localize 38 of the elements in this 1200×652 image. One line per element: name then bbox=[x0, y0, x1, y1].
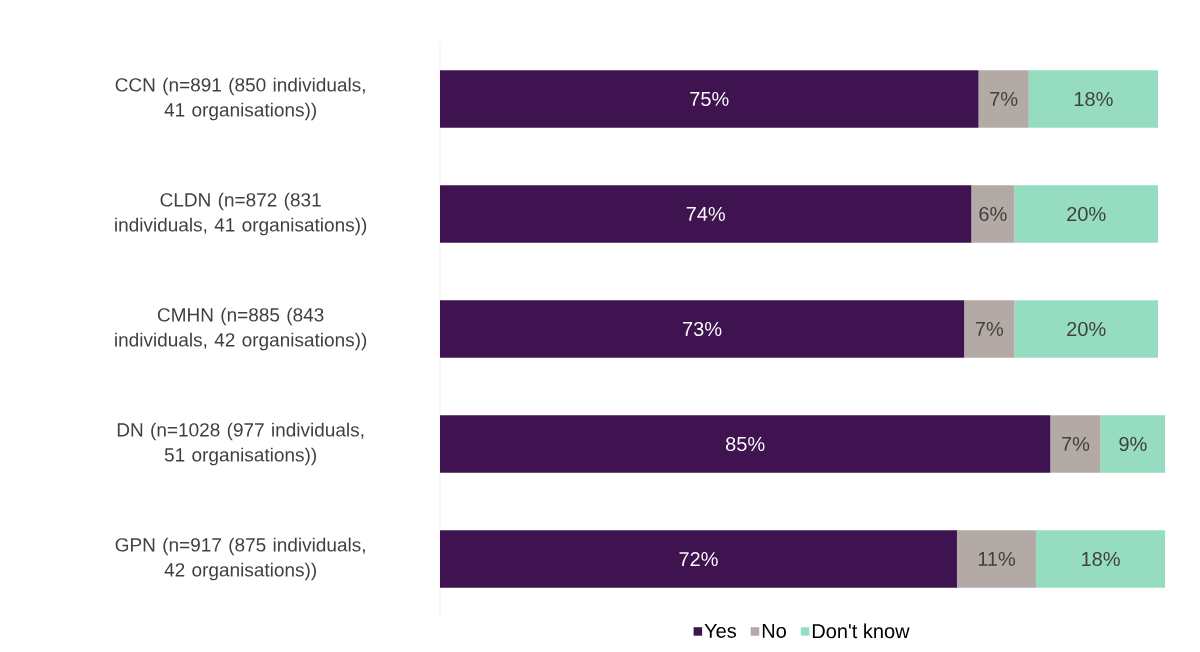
bar bbox=[440, 300, 965, 358]
data-label: 18% bbox=[1074, 91, 1113, 107]
y-tick-label: CMHN (n=885 (843 individuals, 42 organisations)) bbox=[115, 307, 367, 351]
data-label: 85% bbox=[726, 436, 765, 452]
data-label: 11% bbox=[978, 552, 1016, 566]
bar bbox=[956, 530, 1036, 588]
data-label: 6% bbox=[979, 206, 1007, 222]
bar bbox=[440, 415, 1051, 473]
y-tick-label: CLDN (n=872 (831 individuals, 41 organisations)) bbox=[115, 192, 367, 236]
data-label: 7% bbox=[975, 322, 1004, 336]
data-label: 72% bbox=[679, 551, 718, 567]
bar bbox=[1035, 530, 1166, 588]
data-label: 20% bbox=[1067, 206, 1106, 222]
bar bbox=[1014, 185, 1159, 243]
bar bbox=[440, 530, 957, 588]
data-label: 73% bbox=[683, 321, 722, 337]
data-label: 18% bbox=[1082, 551, 1120, 567]
data-label: 75% bbox=[690, 91, 729, 107]
bar bbox=[1100, 415, 1166, 473]
bar bbox=[1028, 70, 1159, 128]
bar bbox=[1050, 415, 1101, 473]
bar bbox=[971, 185, 1015, 243]
legend-label: No bbox=[762, 623, 786, 638]
data-label: 20% bbox=[1067, 321, 1106, 337]
bar bbox=[440, 185, 972, 243]
data-label: 9% bbox=[1119, 436, 1147, 452]
data-label: 7% bbox=[990, 92, 1018, 106]
data-label: 7% bbox=[1062, 437, 1090, 451]
bar bbox=[440, 70, 979, 128]
data-label: 74% bbox=[686, 207, 725, 221]
y-tick-label: DN (n=1028 (977 individuals, 51 organisations)) bbox=[117, 422, 364, 466]
legend-label: Don't know bbox=[812, 623, 910, 639]
bar bbox=[978, 70, 1029, 128]
legend-label: Yes bbox=[704, 623, 737, 638]
y-tick-label: CCN (n=891 (850 individuals, 41 organisations)) bbox=[115, 77, 365, 121]
bar bbox=[964, 300, 1015, 358]
bar bbox=[1014, 300, 1159, 358]
y-tick-label: GPN (n=917 (875 individuals, 42 organisations)) bbox=[115, 537, 365, 581]
